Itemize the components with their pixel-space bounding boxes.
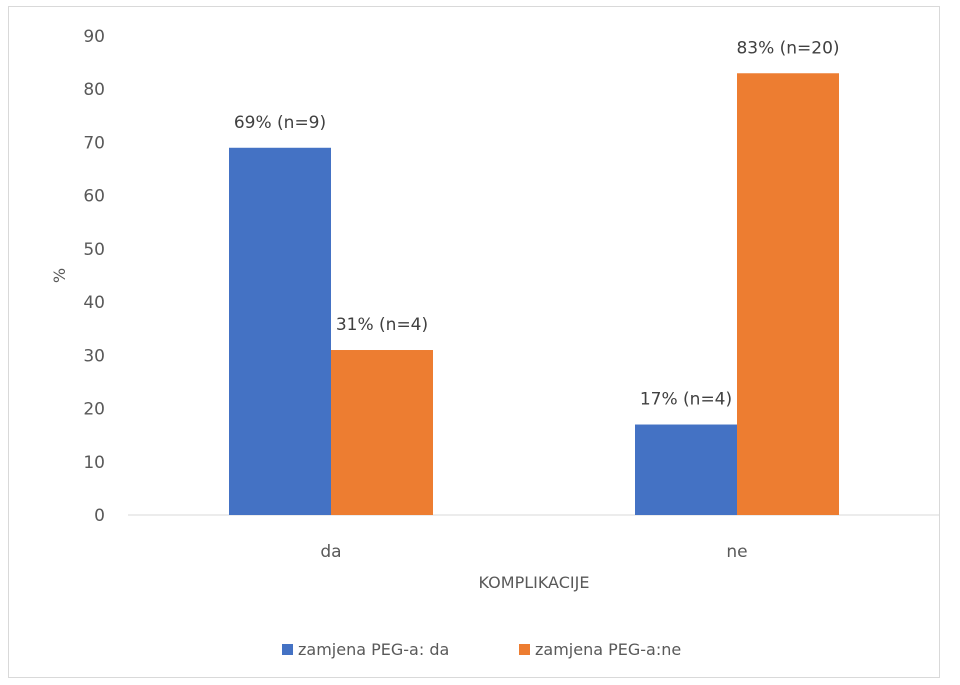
bar-group [229,73,839,515]
y-tick-label: 70 [83,133,105,153]
category-label: da [320,542,341,562]
category-labels: da ne [320,542,747,562]
data-label: 69% (n=9) [234,113,326,133]
bar-zamjena-da-ne [635,424,737,515]
y-axis-ticks: 0 10 20 30 40 50 60 70 80 90 [83,27,105,526]
category-label: ne [726,542,747,562]
data-label: 31% (n=4) [336,315,428,335]
legend-label: zamjena PEG-a:ne [535,640,681,659]
bar-zamjena-ne-da [331,350,433,515]
data-label: 83% (n=20) [736,38,839,58]
y-axis-title: % [50,268,69,283]
legend-swatch [282,644,293,655]
legend-swatch [519,644,530,655]
bar-zamjena-da-da [229,147,331,515]
y-tick-label: 20 [83,400,105,420]
y-tick-label: 60 [83,187,105,207]
y-tick-label: 80 [83,80,105,100]
y-tick-label: 40 [83,293,105,313]
y-tick-label: 0 [94,506,105,526]
legend-label: zamjena PEG-a: da [298,640,449,659]
data-labels: 69% (n=9) 31% (n=4) 17% (n=4) 83% (n=20) [234,38,840,409]
legend: zamjena PEG-a: da zamjena PEG-a:ne [282,640,681,659]
y-tick-label: 30 [83,346,105,366]
y-tick-label: 50 [83,240,105,260]
y-tick-label: 10 [83,453,105,473]
bar-zamjena-ne-ne [737,73,839,515]
x-axis-title: KOMPLIKACIJE [479,573,590,592]
data-label: 17% (n=4) [640,390,732,410]
y-tick-label: 90 [83,27,105,47]
